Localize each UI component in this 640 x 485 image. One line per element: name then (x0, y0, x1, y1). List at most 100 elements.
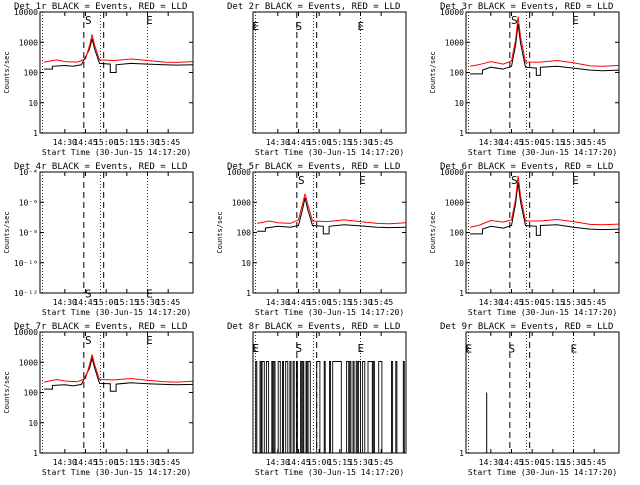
det-4r-ytick-label: 10⁻¹⁰ (14, 259, 38, 268)
det-9r-xtick-label: 14:30 (479, 458, 503, 467)
det-1r-ytick-label: 10000 (14, 8, 38, 17)
det-7r-ytick-label: 1 (33, 449, 38, 458)
det-4r-ytick-label: 10⁻¹² (14, 289, 38, 298)
det-7r-ytick-label: 1000 (19, 358, 38, 367)
det-1r-xtick-label: 15:00 (94, 138, 118, 147)
det-4r-xtick-label: 15:30 (135, 298, 159, 307)
det-9r-xtick-label: 15:15 (541, 458, 565, 467)
det-4r-xtick-label: 15:00 (94, 298, 118, 307)
det-7r-title: Det 7r BLACK = Events, RED = LLD (14, 322, 187, 332)
det-2r-xtick-label: 15:30 (348, 138, 372, 147)
det-7r-xlabel: Start Time (30-Jun-15 14:17:20) (42, 468, 191, 477)
det-3r-ytick-label: 100 (450, 69, 465, 78)
det-7r-series-events (44, 356, 194, 392)
det-5r-ylabel: Counts/sec (216, 211, 224, 253)
det-4r-ytick-label: 10⁻⁶ (19, 198, 38, 207)
det-3r-xtick-label: 14:45 (499, 138, 523, 147)
det-3r-marker-s: S (511, 14, 518, 27)
det-6r-ytick-label: 10000 (440, 168, 464, 177)
det-7r-ytick-label: 10000 (14, 328, 38, 337)
det-1r-xtick-label: 15:45 (156, 138, 180, 147)
det-6r-series-events (470, 182, 620, 236)
det-6r-panel: Det 6r BLACK = Events, RED = LLD S E 1 10 100… (429, 162, 620, 317)
det-1r-xtick-label: 14:30 (53, 138, 77, 147)
det-7r-frame (39, 331, 194, 454)
det-4r-ylabel: Counts/sec (3, 211, 11, 253)
det-3r-xtick-label: 15:30 (561, 138, 585, 147)
det-9r-ytick-label: 1 (459, 449, 464, 458)
det-3r-xtick-label: 15:00 (520, 138, 544, 147)
det-3r-xlabel: Start Time (30-Jun-15 14:17:20) (468, 148, 617, 157)
det-7r-xtick-label: 15:30 (135, 458, 159, 467)
det-2r-xtick-label: 14:45 (286, 138, 310, 147)
det-3r-xtick-label: 15:45 (582, 138, 606, 147)
det-8r-xtick-label: 15:30 (348, 458, 372, 467)
det-5r-ytick-label: 10000 (227, 168, 251, 177)
det-2r-xtick-label: 14:30 (266, 138, 290, 147)
det-8r-series-events (254, 361, 405, 454)
det-3r-frame (465, 11, 620, 134)
det-5r-marker-s: S (298, 174, 305, 187)
det-3r-ytick-label: 1 (459, 129, 464, 138)
det-6r-xtick-label: 14:30 (479, 298, 503, 307)
det-2r-panel: Det 2r BLACK = Events, RED = LLD E S E 14:30… (227, 2, 407, 157)
det-9r-xlabel: Start Time (30-Jun-15 14:17:20) (468, 468, 617, 477)
det-8r-xlabel: Start Time (30-Jun-15 14:17:20) (255, 468, 404, 477)
det-7r-panel: Det 7r BLACK = Events, RED = LLD S E 1 10 100… (3, 322, 194, 477)
det-5r-panel: Det 5r BLACK = Events, RED = LLD S E 1 10 100… (216, 162, 407, 317)
det-5r-xtick-label: 15:15 (328, 298, 352, 307)
det-5r-series-lld (257, 193, 407, 225)
det-4r-xlabel: Start Time (30-Jun-15 14:17:20) (42, 308, 191, 317)
det-3r-ylabel: Counts/sec (429, 51, 437, 93)
det-1r-ylabel: Counts/sec (3, 51, 11, 93)
det-9r-marker-e: E (465, 343, 472, 356)
det-1r-ytick-label: 100 (24, 69, 39, 78)
det-8r-marker-s: S (295, 342, 302, 355)
det-1r-title: Det 1r BLACK = Events, RED = LLD (14, 2, 187, 12)
det-8r-marker-e: E (252, 342, 259, 355)
det-7r-marker-e: E (146, 334, 153, 347)
det-6r-frame (465, 171, 620, 294)
det-3r-title: Det 3r BLACK = Events, RED = LLD (440, 2, 613, 12)
det-8r-frame (252, 331, 407, 454)
det-9r-marker-e: E (571, 343, 578, 356)
det-6r-ytick-label: 10 (454, 259, 464, 268)
det-6r-xlabel: Start Time (30-Jun-15 14:17:20) (468, 308, 617, 317)
det-2r-marker-e: E (358, 20, 365, 33)
det-3r-ytick-label: 1000 (445, 38, 464, 47)
det-2r-xtick-label: 15:00 (307, 138, 331, 147)
det-2r-marker-e: E (252, 20, 259, 33)
det-1r-ytick-label: 1 (33, 129, 38, 138)
det-4r-xtick-label: 15:15 (115, 298, 139, 307)
det-4r-title: Det 4r BLACK = Events, RED = LLD (14, 162, 187, 172)
det-4r-xtick-label: 15:45 (156, 298, 180, 307)
det-3r-xtick-label: 15:15 (541, 138, 565, 147)
det-6r-ytick-label: 100 (450, 229, 465, 238)
det-1r-xtick-label: 15:15 (115, 138, 139, 147)
det-1r-panel: Det 1r BLACK = Events, RED = LLD S E 1 10 100… (3, 2, 194, 157)
det-1r-ytick-label: 10 (28, 99, 38, 108)
det-1r-marker-s: S (85, 14, 92, 27)
det-6r-xtick-label: 14:45 (499, 298, 523, 307)
det-7r-ytick-label: 100 (24, 389, 39, 398)
det-3r-xtick-label: 14:30 (479, 138, 503, 147)
det-5r-ytick-label: 1000 (232, 198, 251, 207)
det-9r-xtick-label: 15:00 (520, 458, 544, 467)
det-1r-xtick-label: 15:30 (135, 138, 159, 147)
det-9r-panel: Det 9r BLACK = Events, RED = LLD E S E 1 14:3… (440, 322, 620, 477)
det-7r-xtick-label: 15:15 (115, 458, 139, 467)
det-9r-marker-s: S (508, 343, 515, 356)
det-6r-marker-s: S (511, 174, 518, 187)
det-6r-xtick-label: 15:15 (541, 298, 565, 307)
det-3r-ytick-label: 10 (454, 99, 464, 108)
det-6r-title: Det 6r BLACK = Events, RED = LLD (440, 162, 613, 172)
det-8r-xtick-label: 15:00 (307, 458, 331, 467)
det-1r-xlabel: Start Time (30-Jun-15 14:17:20) (42, 148, 191, 157)
det-8r-marker-e: E (358, 342, 365, 355)
det-4r-ytick-label: 10⁻⁸ (19, 229, 38, 238)
det-5r-xtick-label: 15:45 (369, 298, 393, 307)
det-5r-xtick-label: 14:30 (266, 298, 290, 307)
det-7r-xtick-label: 15:00 (94, 458, 118, 467)
det-5r-ytick-label: 10 (241, 259, 251, 268)
det-8r-title: Det 8r BLACK = Events, RED = LLD (227, 322, 400, 332)
